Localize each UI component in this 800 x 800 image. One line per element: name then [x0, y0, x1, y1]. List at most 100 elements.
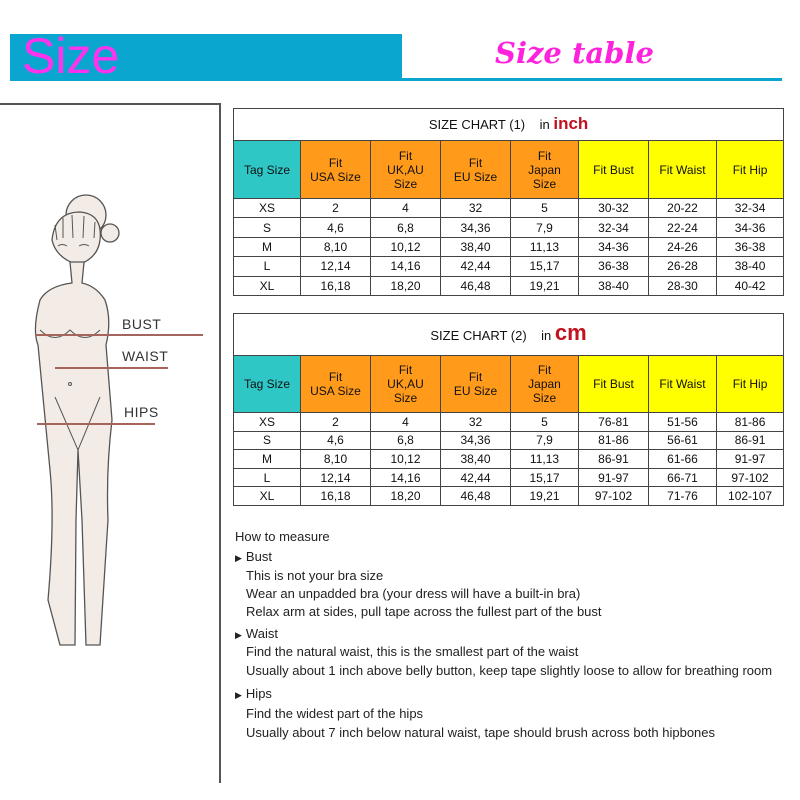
column-header: Fit Hip [715, 355, 785, 413]
table-cell: 6,8 [370, 217, 441, 238]
column-header: Fit Waist [648, 355, 717, 413]
table-cell: 7,9 [510, 217, 579, 238]
hips-measure-line [37, 423, 155, 425]
table-cell: 19,21 [510, 486, 579, 506]
table-cell: 12,14 [300, 256, 371, 277]
table-cell: 46,48 [440, 275, 511, 296]
table-cell: 71-76 [648, 486, 717, 506]
waist-label: WAIST [122, 348, 169, 364]
column-header: Fit EU Size [440, 140, 511, 199]
chart-title-text: SIZE CHART (2) [430, 328, 527, 343]
measure-instruction: Relax arm at sides, pull tape across the… [246, 604, 602, 619]
measure-heading: ▶ Waist [235, 626, 278, 641]
table-cell: 19,21 [510, 275, 579, 296]
table-cell: 34,36 [440, 217, 511, 238]
table-cell: S [233, 430, 301, 451]
table-cell: 4,6 [300, 217, 371, 238]
triangle-bullet-icon: ▶ [235, 553, 242, 563]
table-cell: 38-40 [715, 256, 785, 277]
unit-label: inch [553, 114, 589, 133]
table-cell: 8,10 [300, 236, 371, 258]
column-header: Fit USA Size [300, 140, 371, 199]
table-cell: 14,16 [370, 467, 441, 488]
how-to-measure-title: How to measure [235, 529, 330, 544]
chart-title-text: SIZE CHART (1) [428, 117, 526, 132]
table-cell: 10,12 [370, 449, 441, 469]
page-title: Size table [495, 36, 654, 70]
table-cell: 28-30 [648, 275, 717, 296]
table-cell: 42,44 [440, 467, 511, 488]
table-cell: 10,12 [370, 236, 441, 258]
waist-measure-line [55, 367, 168, 369]
table-cell: 18,20 [370, 486, 441, 506]
measure-heading: ▶ Hips [235, 686, 272, 701]
table-cell: 97-102 [578, 486, 649, 506]
column-header: Fit EU Size [440, 355, 511, 413]
table-cell: 36-38 [715, 236, 785, 258]
table-cell: 2 [300, 412, 371, 432]
table-cell: 38,40 [440, 449, 511, 469]
table-cell: 8,10 [300, 449, 371, 469]
table-cell: 22-24 [648, 217, 717, 238]
triangle-bullet-icon: ▶ [235, 690, 242, 700]
column-header: Tag Size [233, 140, 301, 199]
measure-heading: ▶ Bust [235, 549, 272, 564]
table-cell: 14,16 [370, 256, 441, 277]
table-cell: 102-107 [715, 486, 785, 506]
table-cell: 20-22 [648, 197, 717, 219]
table-cell: 12,14 [300, 467, 371, 488]
table-row: XL 16,18 18,20 46,48 19,21 38-40 28-30 40-42 [233, 275, 785, 296]
column-header: Tag Size [233, 355, 301, 413]
table-cell: 61-66 [648, 449, 717, 469]
table-row: XS 2 4 32 5 30-32 20-22 32-34 [233, 197, 785, 219]
table-cell: XS [233, 412, 301, 432]
table-cell: 97-102 [715, 467, 785, 488]
table-cell: 4 [370, 412, 441, 432]
table-cell: 11,13 [510, 236, 579, 258]
table-row: S 4,6 6,8 34,36 7,9 32-34 22-24 34-36 [233, 217, 785, 238]
table-cell: 66-71 [648, 467, 717, 488]
table-row: M 8,10 10,12 38,40 11,13 86-91 61-66 91-97 [233, 449, 785, 469]
measure-heading-text: Waist [245, 626, 278, 641]
table-cell: 18,20 [370, 275, 441, 296]
table-cell: 38,40 [440, 236, 511, 258]
table-row: M 8,10 10,12 38,40 11,13 34-36 24-26 36-38 [233, 236, 785, 258]
table-cell: 34-36 [578, 236, 649, 258]
table-cell: M [233, 449, 301, 469]
column-header: Fit Hip [715, 140, 785, 199]
bust-label: BUST [122, 316, 162, 332]
column-header: Fit UK,AU Size [370, 355, 441, 413]
table-cell: 46,48 [440, 486, 511, 506]
unit-label: cm [554, 320, 587, 345]
header-banner-text: Size [22, 28, 120, 84]
table-cell: 16,18 [300, 486, 371, 506]
table-cell: 6,8 [370, 430, 441, 451]
table-cell: 91-97 [715, 449, 785, 469]
measure-instruction: Usually about 7 inch below natural waist… [246, 725, 716, 740]
header-underline [400, 78, 782, 81]
chart-title: SIZE CHART (2) in cm [232, 313, 785, 356]
column-header: Fit Japan Size [510, 355, 579, 413]
table-cell: 5 [510, 412, 579, 432]
column-header: Fit Bust [578, 355, 649, 413]
table-cell: 4 [370, 197, 441, 219]
column-header: Fit UK,AU Size [370, 140, 441, 199]
measure-instruction: This is not your bra size [246, 568, 384, 583]
table-cell: 7,9 [510, 430, 579, 451]
measure-heading-text: Bust [245, 549, 272, 564]
table-cell: 15,17 [510, 467, 579, 488]
table-cell: 26-28 [648, 256, 717, 277]
table-cell: S [233, 217, 301, 238]
chart-title: SIZE CHART (1) in inch [232, 108, 785, 141]
unit-prefix: in [539, 117, 550, 132]
table-cell: 32-34 [578, 217, 649, 238]
table-cell: 32 [440, 197, 511, 219]
table-row: XL 16,18 18,20 46,48 19,21 97-102 71-76 102-107 [233, 486, 785, 506]
bust-measure-line [35, 334, 203, 336]
table-row: S 4,6 6,8 34,36 7,9 81-86 56-61 86-91 [233, 430, 785, 451]
table-cell: 76-81 [578, 412, 649, 432]
size-chart-inch-table: SIZE CHART (1) in inch Tag Size Fit USA Siz… [232, 108, 785, 296]
column-header: Fit Japan Size [510, 140, 579, 199]
table-cell: 34,36 [440, 430, 511, 451]
